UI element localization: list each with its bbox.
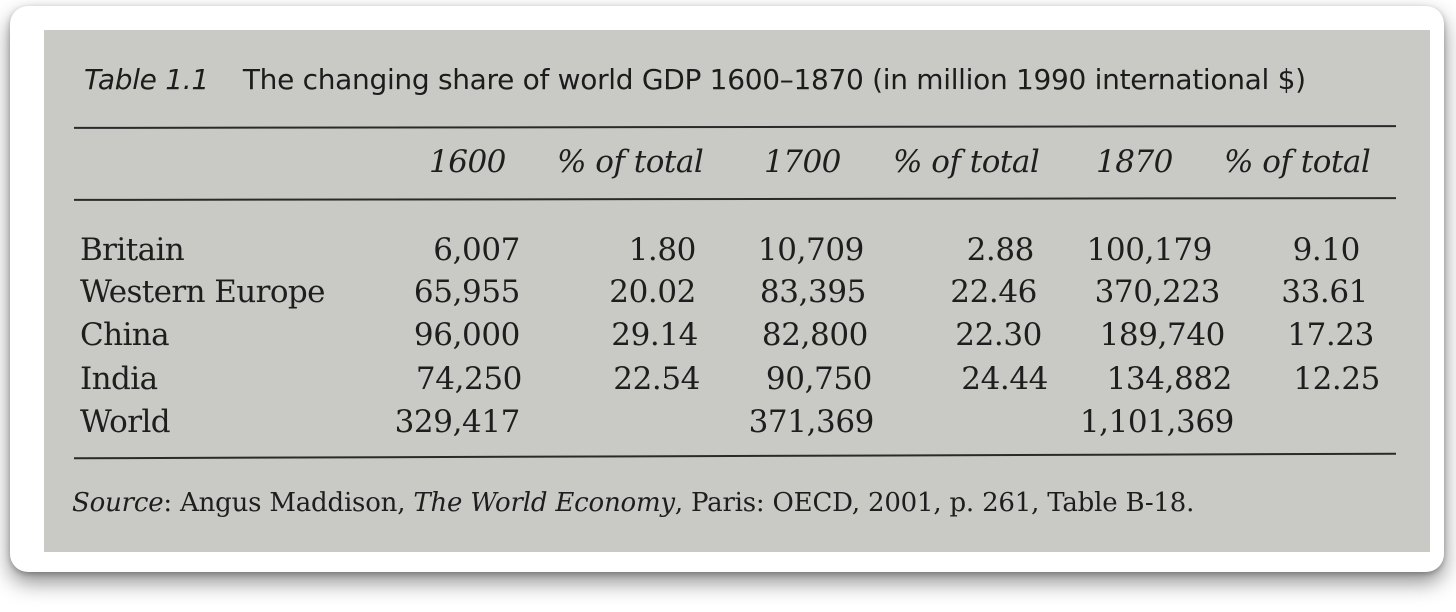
cell-western-europe-pct-1600: 20.02: [609, 274, 696, 310]
cell-britain-pct-1700: 2.88: [966, 232, 1035, 268]
bottom-rule: [74, 452, 1396, 460]
source-work: The World Economy: [413, 488, 675, 518]
cell-world-1700: 371,369: [748, 404, 875, 440]
cell-britain-pct-1870: 9.10: [1292, 232, 1361, 268]
table-title: The changing share of world GDP 1600–187…: [242, 63, 1306, 96]
book-page: Table 1.1 The changing share of world GDP…: [44, 30, 1430, 552]
cell-world-1600: 329,417: [394, 404, 521, 440]
cell-india-pct-1700: 24.44: [961, 361, 1048, 397]
column-header-1700: 1700: [764, 144, 841, 180]
row-label-india: India: [80, 361, 158, 397]
column-header-pct-1600: % of total: [557, 144, 704, 180]
source-details: , Paris: OECD, 2001, p. 261, Table B-18.: [674, 488, 1195, 518]
cell-britain-1700: 10,709: [757, 232, 864, 268]
cell-western-europe-pct-1870: 33.61: [1281, 274, 1368, 310]
photo-frame: Table 1.1 The changing share of world GDP…: [10, 6, 1444, 572]
source-note: Source: Angus Maddison, The World Econom…: [72, 488, 1195, 518]
cell-china-pct-1700: 22.30: [955, 317, 1042, 353]
cell-western-europe-1870: 370,223: [1094, 274, 1221, 310]
row-label-western-europe: Western Europe: [80, 274, 326, 310]
cell-india-1700: 90,750: [765, 361, 872, 397]
cell-india-1600: 74,250: [415, 361, 522, 397]
cell-china-1870: 189,740: [1099, 317, 1226, 353]
cell-world-1870: 1,101,369: [1079, 404, 1235, 440]
column-header-pct-1870: % of total: [1224, 144, 1371, 180]
cell-india-pct-1600: 22.54: [613, 361, 700, 397]
top-rule: [73, 125, 1397, 129]
table-caption: Table 1.1 The changing share of world GDP…: [84, 63, 1306, 96]
row-label-britain: Britain: [80, 232, 185, 268]
source-author: Angus Maddison,: [180, 488, 406, 518]
column-header-1600: 1600: [429, 144, 506, 180]
row-label-china: China: [80, 317, 170, 353]
cell-western-europe-1600: 65,955: [413, 274, 520, 310]
header-rule: [73, 197, 1397, 201]
cell-india-1870: 134,882: [1106, 361, 1233, 397]
cell-china-pct-1870: 17.23: [1287, 317, 1374, 353]
cell-britain-1870: 100,179: [1086, 232, 1213, 268]
cell-western-europe-1700: 83,395: [759, 274, 866, 310]
cell-china-pct-1600: 29.14: [611, 317, 698, 353]
cell-india-pct-1870: 12.25: [1293, 361, 1380, 397]
column-header-pct-1700: % of total: [893, 144, 1040, 180]
cell-china-1600: 96,000: [413, 317, 520, 353]
cell-britain-1600: 6,007: [433, 232, 520, 268]
cell-china-1700: 82,800: [761, 317, 868, 353]
cell-britain-pct-1600: 1.80: [628, 232, 697, 268]
table-label: Table 1.1: [84, 63, 209, 96]
source-label: Source: [72, 488, 164, 518]
cell-western-europe-pct-1700: 22.46: [950, 274, 1037, 310]
row-label-world: World: [80, 404, 171, 440]
column-header-1870: 1870: [1096, 144, 1173, 180]
